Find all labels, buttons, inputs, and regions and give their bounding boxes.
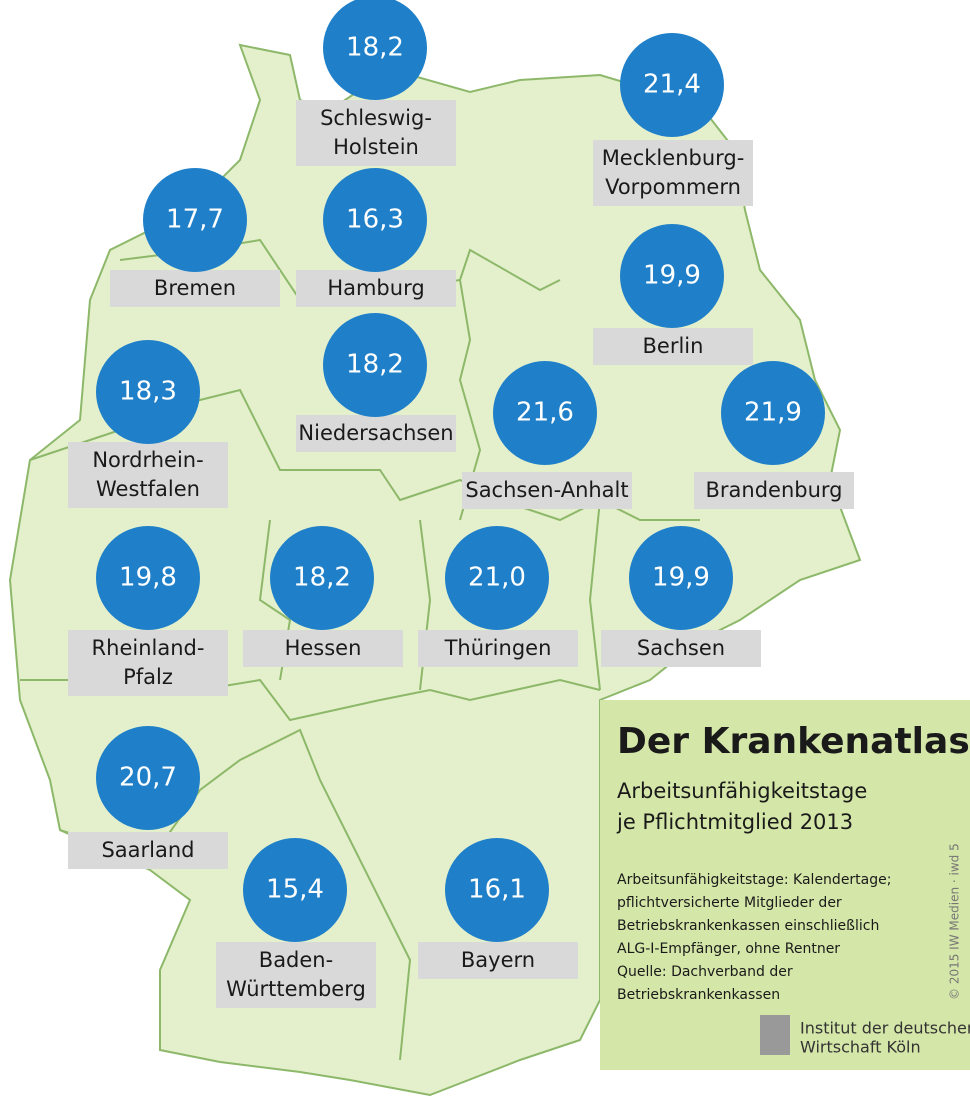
- note: Quelle: Dachverband der: [617, 964, 793, 980]
- region-name: Westfalen: [96, 477, 200, 501]
- region-name: Bayern: [461, 948, 535, 972]
- region-name: Pfalz: [123, 665, 173, 689]
- region-label-box: [593, 140, 753, 206]
- publisher: Wirtschaft Köln: [800, 1038, 921, 1057]
- region-value: 21,0: [468, 563, 526, 593]
- copyright: © 2015 IW Medien · iwd 5: [948, 843, 962, 1000]
- region-value: 19,9: [652, 563, 710, 593]
- value-circle: [96, 340, 200, 444]
- region-name: Vorpommern: [605, 175, 741, 199]
- region-label-box: [68, 630, 228, 696]
- value-circle: [620, 33, 724, 137]
- region-label-box: [243, 630, 403, 667]
- region-name: Berlin: [643, 334, 704, 358]
- note: ALG-I-Empfänger, ohne Rentner: [617, 941, 840, 957]
- value-circle: [96, 526, 200, 630]
- region-value: 21,4: [643, 70, 701, 100]
- note: Betriebskrankenkassen einschließlich: [617, 918, 879, 934]
- note: Arbeitsunfähigkeitstage: Kalendertage;: [617, 872, 891, 888]
- subtitle: je Pflichtmitglied 2013: [616, 810, 853, 834]
- note: pflichtversicherte Mitglieder der: [617, 895, 842, 911]
- region-name: Niedersachsen: [298, 421, 453, 445]
- logo-mark: [760, 1015, 790, 1055]
- region-label-box: [418, 942, 578, 979]
- subtitle: Arbeitsunfähigkeitstage: [617, 779, 867, 803]
- value-circle: [243, 838, 347, 942]
- region-label-box: [296, 270, 456, 307]
- region-label-box: [68, 442, 228, 508]
- region-name: Rheinland-: [92, 636, 205, 660]
- value-circle: [629, 526, 733, 630]
- region-name: Sachsen: [637, 636, 725, 660]
- region-name: Württemberg: [226, 977, 366, 1001]
- region-value: 16,3: [346, 205, 404, 235]
- value-circle: [96, 726, 200, 830]
- region-name: Saarland: [101, 838, 194, 862]
- region-name: Bremen: [154, 276, 236, 300]
- region-value: 21,9: [744, 398, 802, 428]
- value-circle: [323, 168, 427, 272]
- title: Der Krankenatlas: [617, 721, 970, 762]
- region-label-box: [296, 415, 456, 452]
- region-value: 18,2: [346, 33, 404, 63]
- region-label-box: [462, 472, 632, 509]
- region-value: 18,2: [293, 563, 351, 593]
- region-name: Hessen: [285, 636, 362, 660]
- region-value: 17,7: [166, 205, 224, 235]
- value-circle: [143, 168, 247, 272]
- value-circle: [323, 313, 427, 417]
- region-value: 19,9: [643, 261, 701, 291]
- region-label-box: [296, 100, 456, 166]
- legend-box: [600, 700, 970, 1070]
- region-name: Mecklenburg-: [602, 146, 745, 170]
- value-circle: [323, 0, 427, 100]
- region-value: 20,7: [119, 763, 177, 793]
- region-name: Schleswig-: [320, 106, 432, 130]
- region-name: Holstein: [333, 135, 419, 159]
- region-value: 16,1: [468, 875, 526, 905]
- region-name: Sachsen-Anhalt: [465, 478, 628, 502]
- region-value: 18,3: [119, 377, 177, 407]
- value-circle: [721, 361, 825, 465]
- region-name: Hamburg: [327, 276, 424, 300]
- region-name: Baden-: [259, 948, 333, 972]
- region-value: 18,2: [346, 350, 404, 380]
- value-circle: [270, 526, 374, 630]
- value-circle: [445, 526, 549, 630]
- region-label-box: [110, 270, 280, 307]
- publisher: Institut der deutschen: [800, 1019, 970, 1038]
- note: Betriebskrankenkassen: [617, 987, 780, 1003]
- value-circle: [620, 224, 724, 328]
- value-circle: [445, 838, 549, 942]
- region-label-box: [418, 630, 578, 667]
- region-value: 15,4: [266, 875, 324, 905]
- region-name: Thüringen: [444, 636, 552, 660]
- region-name: Nordrhein-: [92, 448, 203, 472]
- region-value: 21,6: [516, 398, 574, 428]
- region-label-box: [694, 472, 854, 509]
- region-label-box: [68, 832, 228, 869]
- region-value: 19,8: [119, 563, 177, 593]
- region-name: Brandenburg: [705, 478, 842, 502]
- region-label-box: [601, 630, 761, 667]
- region-label-box: [216, 942, 376, 1008]
- region-label-box: [593, 328, 753, 365]
- value-circle: [493, 361, 597, 465]
